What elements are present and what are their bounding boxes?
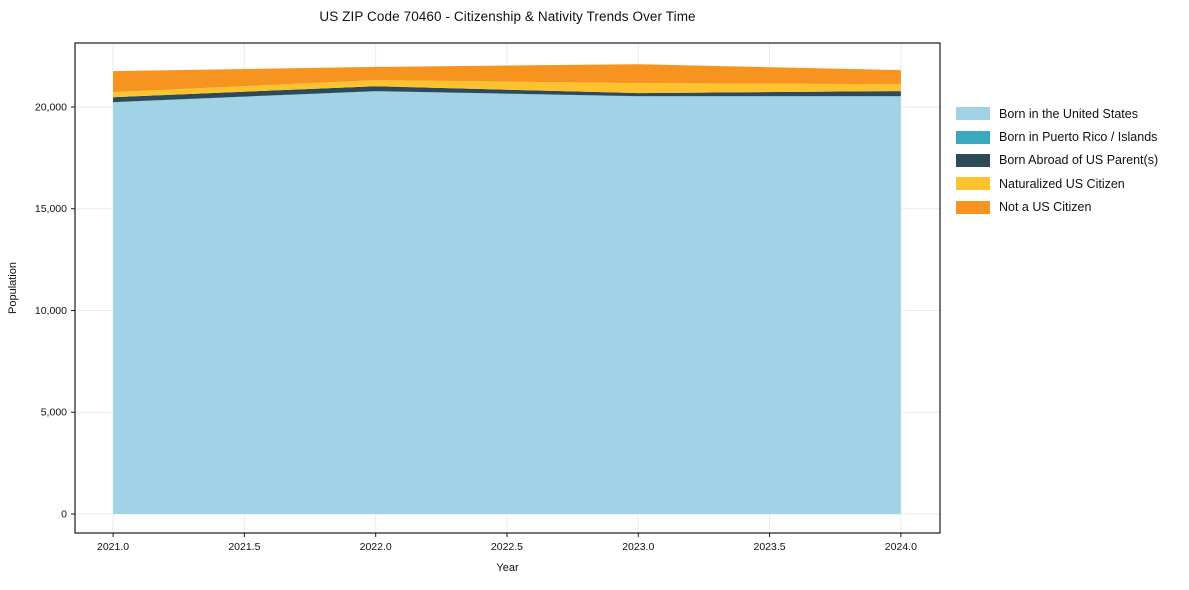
y-tick-label: 20,000 [35, 101, 67, 113]
legend-item: Born Abroad of US Parent(s) [956, 149, 1158, 172]
legend-swatch-born-in-us [956, 107, 990, 121]
legend-swatch-not-citizen [956, 200, 990, 214]
legend-swatch-born-abroad [956, 153, 990, 167]
y-tick-label: 0 [61, 508, 67, 520]
x-tick-label: 2023.0 [622, 541, 654, 553]
legend: Born in the United States Born in Puerto… [956, 102, 1158, 219]
legend-label: Born in the United States [999, 106, 1138, 121]
legend-label: Naturalized US Citizen [999, 176, 1125, 191]
x-tick-label: 2021.0 [97, 541, 129, 553]
axes-frame [74, 42, 941, 534]
area-series-2 [113, 86, 901, 103]
legend-label: Not a US Citizen [999, 200, 1092, 215]
y-tick-label: 15,000 [35, 203, 67, 215]
legend-item: Born in the United States [956, 102, 1158, 125]
legend-item: Not a US Citizen [956, 196, 1158, 219]
x-tick-label: 2024.0 [885, 541, 917, 553]
x-tick-label: 2023.5 [754, 541, 786, 553]
chart-title: US ZIP Code 70460 - Citizenship & Nativi… [319, 9, 696, 24]
area-series-4 [113, 64, 901, 93]
legend-item: Naturalized US Citizen [956, 172, 1158, 195]
x-axis-label: Year [496, 562, 519, 574]
legend-label: Born Abroad of US Parent(s) [999, 153, 1159, 168]
legend-swatch-naturalized [956, 177, 990, 191]
x-tick-label: 2022.5 [491, 541, 523, 553]
y-tick-label: 5,000 [41, 407, 67, 419]
y-tick-label: 10,000 [35, 305, 67, 317]
area-series-1 [113, 91, 901, 103]
legend-label: Born in Puerto Rico / Islands [999, 130, 1158, 145]
area-series-3 [113, 80, 901, 98]
legend-item: Born in Puerto Rico / Islands [956, 125, 1158, 148]
x-tick-label: 2022.0 [360, 541, 392, 553]
x-tick-label: 2021.5 [228, 541, 260, 553]
area-series-0 [113, 91, 901, 514]
legend-swatch-born-in-puerto-rico [956, 130, 990, 144]
